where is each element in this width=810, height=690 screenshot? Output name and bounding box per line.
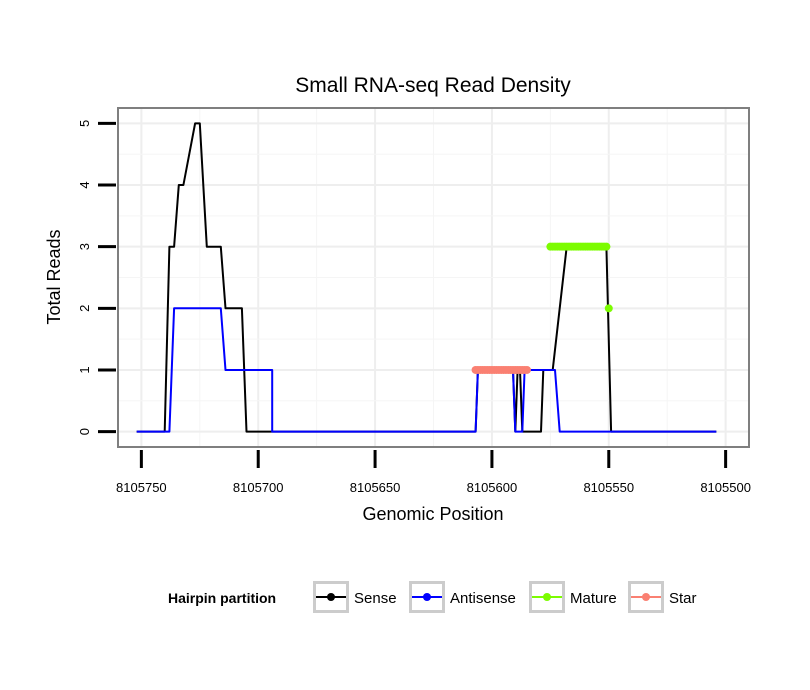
legend-item-sense: Sense bbox=[313, 581, 397, 613]
y-tick-label: 0 bbox=[77, 428, 92, 435]
series-lines bbox=[136, 122, 717, 433]
y-axis-title: Total Reads bbox=[44, 229, 64, 324]
legend-label-sense: Sense bbox=[354, 590, 397, 607]
legend-label-mature: Mature bbox=[570, 590, 617, 607]
y-tick-label: 2 bbox=[77, 305, 92, 312]
series-line-antisense bbox=[136, 307, 717, 433]
legend-label-antisense: Antisense bbox=[450, 590, 516, 607]
x-tick-label: 8105750 bbox=[116, 480, 167, 495]
plot-border bbox=[117, 107, 750, 448]
legend-item-mature: Mature bbox=[529, 581, 617, 613]
y-tick-label: 1 bbox=[77, 366, 92, 373]
legend-item-star: Star bbox=[628, 581, 697, 613]
legend-title: Hairpin partition bbox=[168, 590, 276, 606]
y-tick-label: 5 bbox=[77, 120, 92, 127]
legend-key-point bbox=[543, 593, 551, 601]
data-point-mature bbox=[602, 242, 611, 251]
legend-item-antisense: Antisense bbox=[409, 581, 516, 613]
x-tick-label: 8105700 bbox=[233, 480, 284, 495]
plot-panel bbox=[117, 107, 750, 448]
data-point-mature bbox=[604, 304, 613, 313]
y-tick-label: 3 bbox=[77, 243, 92, 250]
legend-entries: Sense Antisense Mature Star bbox=[313, 581, 697, 613]
x-tick-label: 8105550 bbox=[583, 480, 634, 495]
x-tick-label: 8105600 bbox=[467, 480, 518, 495]
legend-key-point bbox=[642, 593, 650, 601]
y-axis: 0 1 2 3 4 5 bbox=[77, 120, 116, 435]
x-axis-title: Genomic Position bbox=[362, 504, 503, 524]
data-point-star bbox=[522, 365, 531, 374]
y-tick-label: 4 bbox=[77, 181, 92, 188]
x-tick-label: 8105500 bbox=[700, 480, 751, 495]
x-axis: 8105750 8105700 8105650 8105600 8105550 81055… bbox=[116, 450, 751, 495]
series-points bbox=[471, 242, 613, 374]
legend-key-point bbox=[327, 593, 335, 601]
legend: Hairpin partition Sense Antisense Mature St… bbox=[168, 581, 697, 613]
chart-title: Small RNA-seq Read Density bbox=[295, 74, 571, 97]
legend-label-star: Star bbox=[669, 590, 697, 607]
grid-lines bbox=[118, 108, 749, 447]
legend-key-point bbox=[423, 593, 431, 601]
x-tick-label: 8105650 bbox=[350, 480, 401, 495]
